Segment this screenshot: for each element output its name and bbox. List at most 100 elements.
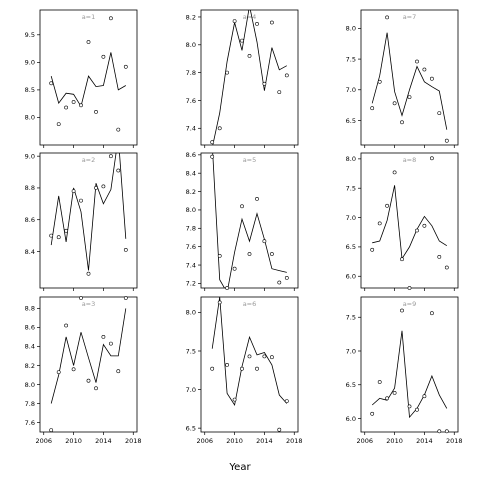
data-point <box>86 271 91 276</box>
data-point <box>370 411 375 416</box>
fitted-line <box>211 297 288 407</box>
panel-a-8: a=8 6.0 6.5 7.0 7.5 8.0 <box>346 152 459 291</box>
y-tick-label: 8.8 <box>25 305 35 313</box>
panel-label: a=3 <box>82 300 96 308</box>
fitted-line <box>212 153 287 288</box>
data-point <box>64 228 69 233</box>
panel-frame <box>200 152 299 289</box>
data-point <box>429 311 434 316</box>
y-tick-label: 8.2 <box>186 13 196 21</box>
panel-label: a=6 <box>243 300 257 308</box>
y-tick-label: 7.0 <box>346 214 356 222</box>
data-point <box>284 275 289 280</box>
data-point <box>437 111 442 116</box>
panel-label: a=9 <box>403 300 417 308</box>
data-point <box>422 67 427 72</box>
data-point <box>392 101 397 106</box>
data-point <box>116 168 121 173</box>
x-tick-label: 2006 <box>356 437 373 445</box>
panel-frame <box>360 296 459 433</box>
y-tick-label: 8.4 <box>25 343 35 351</box>
data-point <box>225 286 230 290</box>
y-tick-label: 7.0 <box>186 386 196 394</box>
data-point <box>444 138 449 143</box>
y-tick-label: 7.4 <box>186 261 196 269</box>
data-point <box>79 198 83 203</box>
data-point <box>56 122 61 127</box>
y-tick-label: 6.5 <box>346 381 356 389</box>
panel-label: a=2 <box>82 156 96 164</box>
x-tick-label: 2014 <box>95 437 112 445</box>
y-tick-label: 8.0 <box>346 155 356 163</box>
y-tick-label: 8.2 <box>186 188 196 196</box>
data-point <box>284 399 289 404</box>
data-point <box>269 252 274 256</box>
y-tick-label: 8.0 <box>346 25 356 33</box>
data-point <box>217 126 222 131</box>
data-point <box>64 105 69 110</box>
y-tick-label: 7.5 <box>186 347 196 355</box>
data-point <box>422 223 427 228</box>
x-tick-label: 2014 <box>256 437 273 445</box>
data-point <box>247 354 252 359</box>
y-tick-label: 7.6 <box>186 97 196 105</box>
data-point <box>277 90 282 95</box>
data-point <box>255 366 259 371</box>
data-point <box>400 257 404 262</box>
data-point <box>240 366 244 371</box>
data-point <box>86 40 91 44</box>
y-tick-label: 7.4 <box>186 125 196 133</box>
data-point <box>415 407 419 412</box>
data-point <box>123 64 128 69</box>
data-point <box>377 221 382 226</box>
data-point <box>232 266 237 271</box>
data-point <box>247 252 252 256</box>
y-tick-label: 8.6 <box>25 324 35 332</box>
y-tick-label: 8.0 <box>186 309 196 317</box>
data-point <box>225 362 230 367</box>
data-point <box>49 233 54 238</box>
data-point <box>101 184 106 189</box>
y-tick-label: 9.0 <box>25 59 35 67</box>
x-tick-label: 2006 <box>35 437 52 445</box>
data-point <box>101 334 106 339</box>
data-point <box>255 21 259 26</box>
data-point <box>123 247 128 252</box>
data-point <box>377 79 382 84</box>
y-tick-label: 7.6 <box>25 419 35 427</box>
data-point <box>123 296 128 300</box>
data-point <box>217 253 222 258</box>
data-point <box>392 390 397 395</box>
data-point <box>269 20 274 25</box>
data-point <box>444 429 449 434</box>
panel-frame <box>39 9 138 146</box>
data-point <box>71 100 76 104</box>
y-tick-label: 6.0 <box>346 273 356 281</box>
y-tick-label: 7.8 <box>186 225 196 233</box>
data-point <box>407 404 412 409</box>
data-point <box>232 19 237 24</box>
data-point <box>392 170 397 175</box>
y-tick-label: 8.6 <box>25 216 35 224</box>
data-point <box>437 254 442 259</box>
fitted-line <box>50 153 127 271</box>
y-tick-label: 6.5 <box>346 117 356 125</box>
data-point <box>429 76 434 81</box>
x-tick-label: 2018 <box>286 437 303 445</box>
data-point <box>217 300 222 305</box>
data-point <box>370 247 375 252</box>
data-point <box>56 235 61 240</box>
data-point <box>79 103 83 108</box>
y-tick-label: 7.0 <box>346 86 356 94</box>
data-point <box>64 323 69 328</box>
fitted-line <box>50 308 127 404</box>
data-point <box>407 95 412 100</box>
data-point <box>116 127 121 132</box>
data-point <box>370 106 375 111</box>
data-point <box>385 203 390 208</box>
y-tick-label: 7.8 <box>186 69 196 77</box>
panel-label: a=7 <box>403 13 417 21</box>
data-point <box>94 386 98 391</box>
data-point <box>232 397 237 402</box>
